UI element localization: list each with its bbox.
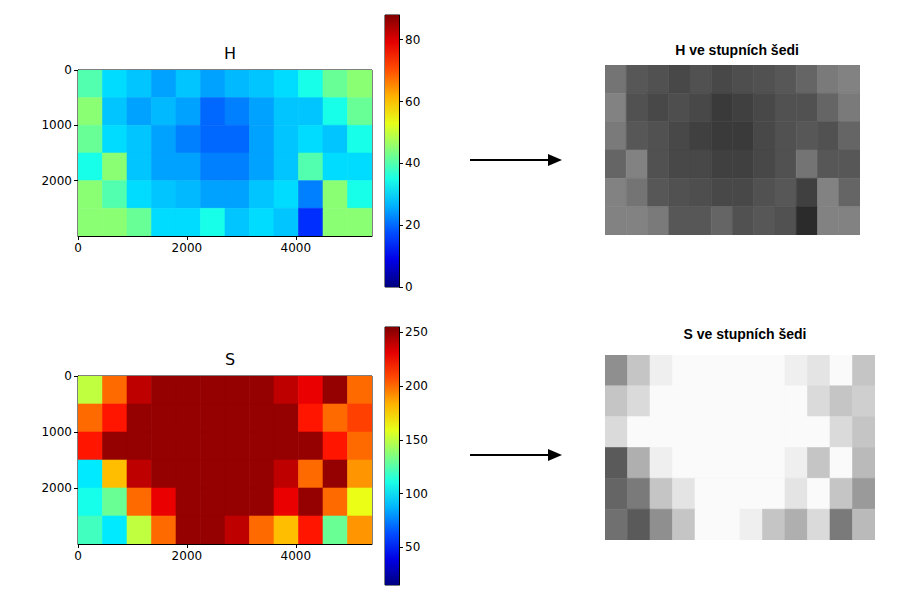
svg-text:0: 0 [74, 241, 82, 255]
svg-text:2000: 2000 [41, 174, 72, 188]
svg-text:H: H [224, 44, 236, 63]
svg-text:200: 200 [405, 379, 428, 393]
svg-text:60: 60 [405, 95, 420, 109]
svg-text:100: 100 [405, 487, 428, 501]
svg-text:150: 150 [405, 433, 428, 447]
svg-text:50: 50 [405, 540, 420, 554]
svg-text:0: 0 [64, 369, 72, 383]
svg-text:2000: 2000 [172, 241, 203, 255]
svg-text:S: S [225, 350, 235, 369]
svg-text:80: 80 [405, 33, 420, 47]
svg-text:4000: 4000 [281, 241, 312, 255]
svg-text:250: 250 [405, 325, 428, 339]
svg-text:2000: 2000 [172, 549, 203, 563]
svg-text:1000: 1000 [41, 425, 72, 439]
svg-text:0: 0 [74, 549, 82, 563]
svg-text:0: 0 [64, 63, 72, 77]
svg-text:0: 0 [405, 280, 413, 294]
svg-text:40: 40 [405, 156, 420, 170]
svg-text:4000: 4000 [281, 549, 312, 563]
svg-text:H ve stupních šedi: H ve stupních šedi [675, 42, 799, 58]
svg-text:S ve stupních šedi: S ve stupních šedi [684, 326, 807, 342]
svg-text:20: 20 [405, 218, 420, 232]
svg-text:1000: 1000 [41, 118, 72, 132]
svg-text:2000: 2000 [41, 481, 72, 495]
